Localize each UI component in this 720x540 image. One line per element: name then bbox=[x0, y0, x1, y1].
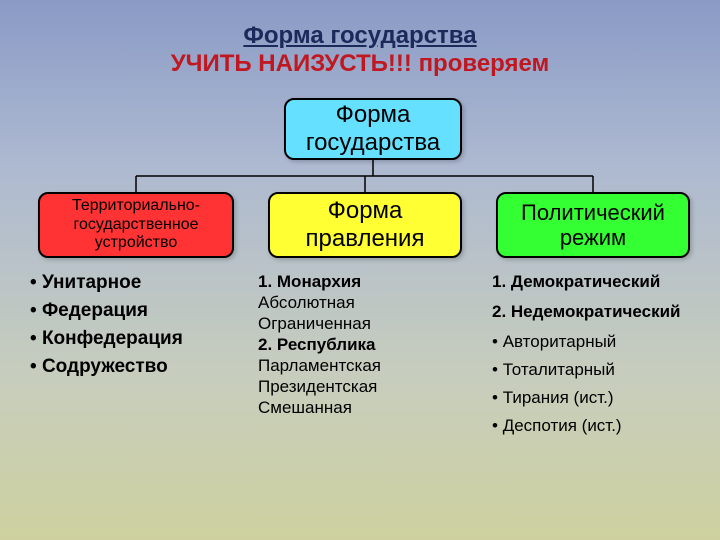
list-item: Смешанная bbox=[258, 398, 488, 418]
column-regime-list: 1. Демократический 2. Недемократический Ав… bbox=[492, 272, 712, 444]
list-item: Авторитарный bbox=[492, 332, 712, 352]
branch-government-form-label: Форма правления bbox=[270, 197, 460, 252]
list-item: Президентская bbox=[258, 377, 488, 397]
column-government-form-list: 1. МонархияАбсолютнаяОграниченная2. Респ… bbox=[258, 272, 488, 419]
title-line-1: Форма государства bbox=[0, 22, 720, 50]
branch-government-form: Форма правления bbox=[268, 192, 462, 258]
list-item: Содружество bbox=[30, 356, 250, 378]
list-item: Конфедерация bbox=[30, 328, 250, 350]
branch-political-regime: Политический режим bbox=[496, 192, 690, 258]
list-item: Парламентская bbox=[258, 356, 488, 376]
column-territorial-list: Унитарное Федерация Конфедерация Содружеств… bbox=[30, 272, 250, 384]
title-line-2: УЧИТЬ НАИЗУСТЬ!!! проверяем bbox=[0, 50, 720, 78]
list-item: Тоталитарный bbox=[492, 360, 712, 380]
list-item: 1. Демократический bbox=[492, 272, 712, 292]
branch-political-regime-label: Политический режим bbox=[498, 200, 688, 251]
list-item: Тирания (ист.) bbox=[492, 388, 712, 408]
list-item: 2. Недемократический bbox=[492, 302, 712, 322]
list-item: Абсолютная bbox=[258, 293, 488, 313]
org-connectors bbox=[0, 0, 720, 540]
list-item: Ограниченная bbox=[258, 314, 488, 334]
list-item: Федерация bbox=[30, 300, 250, 322]
list-item: Деспотия (ист.) bbox=[492, 416, 712, 436]
list-item: 1. Монархия bbox=[258, 272, 488, 292]
territorial-items: Унитарное Федерация Конфедерация Содружеств… bbox=[30, 272, 250, 378]
list-item: 2. Республика bbox=[258, 335, 488, 355]
root-node: Форма государства bbox=[284, 98, 462, 160]
list-item: Унитарное bbox=[30, 272, 250, 294]
root-node-label: Форма государства bbox=[286, 101, 460, 156]
slide-title: Форма государства УЧИТЬ НАИЗУСТЬ!!! пров… bbox=[0, 0, 720, 78]
branch-territorial: Территориально-государственное устройств… bbox=[38, 192, 234, 258]
branch-territorial-label: Территориально-государственное устройств… bbox=[40, 197, 232, 252]
